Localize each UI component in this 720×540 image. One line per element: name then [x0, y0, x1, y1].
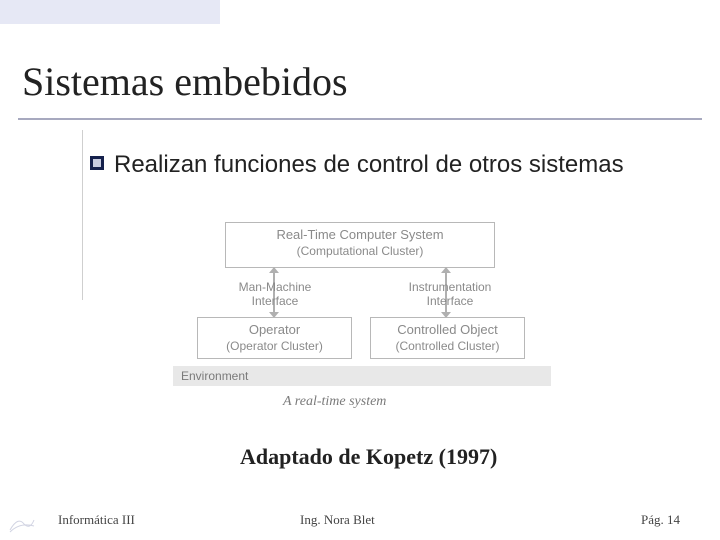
node-left-line2: (Operator Cluster) [198, 339, 351, 353]
iface-left-line1: Man-Machine [195, 280, 355, 294]
footer: Informática III Ing. Nora Blet Pág. 14 [0, 504, 720, 528]
diagram-top-line1: Real-Time Computer System [226, 227, 494, 242]
top-accent-bar [0, 0, 720, 24]
interface-label-right: Instrumentation Interface [370, 280, 530, 308]
diagram-node-controlled: Controlled Object (Controlled Cluster) [370, 317, 525, 359]
iface-right-line2: Interface [370, 294, 530, 308]
slide: Sistemas embebidos Realizan funciones de… [0, 0, 720, 540]
iface-right-line1: Instrumentation [370, 280, 530, 294]
interface-label-left: Man-Machine Interface [195, 280, 355, 308]
bullet-icon [90, 156, 104, 170]
top-accent-tint [0, 0, 220, 24]
left-vertical-rule [82, 130, 83, 300]
diagram-top-line2: (Computational Cluster) [226, 244, 494, 258]
diagram-node-operator: Operator (Operator Cluster) [197, 317, 352, 359]
slide-title: Sistemas embebidos [22, 58, 348, 105]
bullet-item: Realizan funciones de control de otros s… [90, 150, 650, 180]
node-right-line2: (Controlled Cluster) [371, 339, 524, 353]
footer-right: Pág. 14 [641, 512, 680, 528]
diagram-top-box: Real-Time Computer System (Computational… [225, 222, 495, 268]
diagram-environment-bar: Environment [173, 366, 551, 386]
node-right-line1: Controlled Object [371, 322, 524, 337]
title-underline [18, 118, 702, 120]
node-left-line1: Operator [198, 322, 351, 337]
footer-center: Ing. Nora Blet [300, 512, 375, 528]
top-accent-blank [220, 0, 720, 24]
footer-left: Informática III [58, 512, 135, 528]
bullet-text: Realizan funciones de control de otros s… [114, 150, 650, 180]
realtime-system-diagram: Real-Time Computer System (Computational… [135, 222, 585, 397]
iface-left-line2: Interface [195, 294, 355, 308]
diagram-caption: A real-time system [283, 394, 386, 410]
attribution: Adaptado de Kopetz (1997) [240, 444, 497, 470]
